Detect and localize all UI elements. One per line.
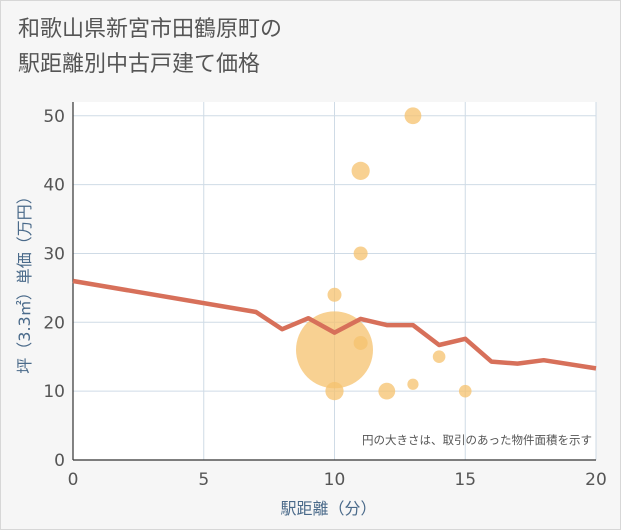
trend-line bbox=[72, 278, 597, 371]
x-tick-label: 15 bbox=[454, 470, 476, 490]
bubble bbox=[353, 246, 368, 261]
y-tick-label: 20 bbox=[43, 313, 65, 333]
bubble bbox=[325, 382, 344, 401]
y-axis-label: 坪（3.3㎡）単価（万円） bbox=[15, 188, 34, 373]
bubble bbox=[296, 311, 373, 389]
tick-labels: 0 5 10 15 20 0 10 20 30 40 50 bbox=[43, 107, 606, 490]
bubble bbox=[378, 382, 396, 400]
y-tick-label: 40 bbox=[43, 176, 65, 196]
y-tick-label: 30 bbox=[43, 244, 65, 264]
x-tick-label: 10 bbox=[324, 470, 346, 490]
chart-title-line1: 和歌山県新宮市田鶴原町の bbox=[18, 17, 283, 42]
x-tick-label: 0 bbox=[68, 470, 79, 490]
bubble bbox=[353, 335, 368, 350]
x-axis-label: 駅距離（分） bbox=[280, 499, 376, 518]
bubble bbox=[327, 287, 342, 302]
bubble bbox=[404, 107, 422, 125]
chart-title-line2: 駅距離別中古戸建て価格 bbox=[18, 52, 261, 77]
size-annotation: 円の大きさは、取引のあった物件面積を示す bbox=[362, 433, 592, 447]
chart-title: 和歌山県新宮市田鶴原町の 駅距離別中古戸建て価格 bbox=[18, 12, 282, 82]
y-tick-label: 50 bbox=[43, 107, 65, 127]
bubble-series bbox=[296, 107, 472, 401]
bubble bbox=[458, 384, 472, 398]
y-tick-label: 0 bbox=[54, 451, 65, 471]
bubble bbox=[407, 378, 419, 390]
bubble bbox=[432, 350, 446, 364]
y-tick-label: 10 bbox=[43, 382, 65, 402]
x-tick-label: 20 bbox=[585, 470, 607, 490]
x-tick-label: 5 bbox=[198, 470, 209, 490]
bubble bbox=[351, 161, 370, 180]
